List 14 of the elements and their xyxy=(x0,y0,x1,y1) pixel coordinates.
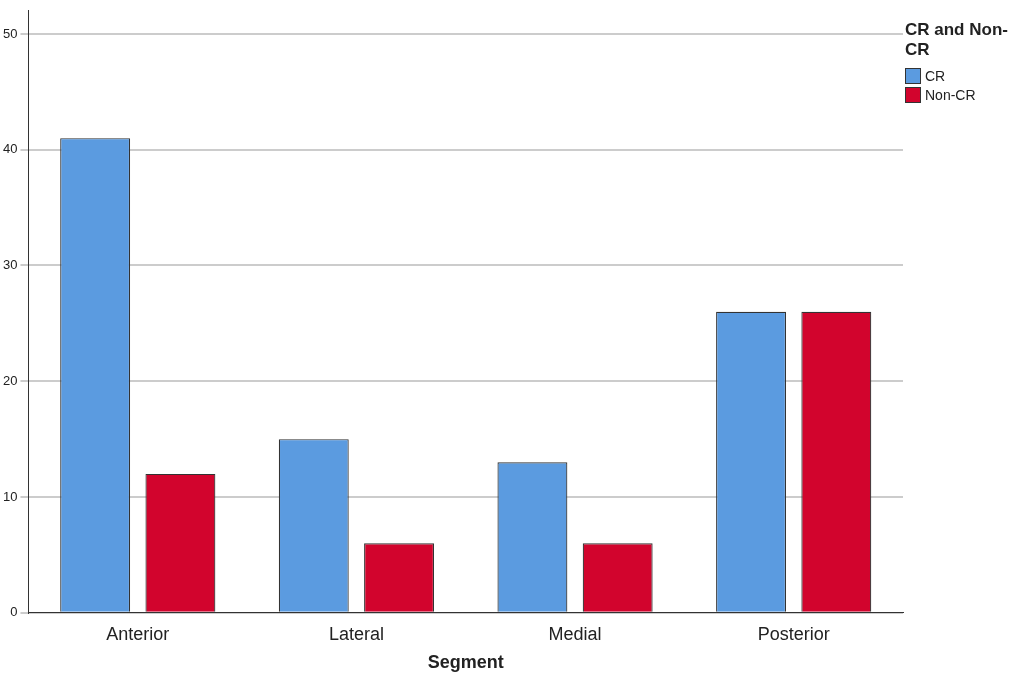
y-tick-label: 0 xyxy=(10,604,18,620)
x-tick-label: Lateral xyxy=(328,623,384,644)
legend-label: CR xyxy=(925,68,946,84)
y-tick-label: 20 xyxy=(2,372,18,388)
x-tick-label: Medial xyxy=(548,623,602,644)
legend-title: CR and Non-CR xyxy=(905,20,1009,60)
x-tick-label: Anterior xyxy=(106,623,170,644)
y-tick-label: 30 xyxy=(2,257,18,273)
legend-label: Non-CR xyxy=(925,87,976,103)
x-axis-title: Segment xyxy=(427,652,504,673)
y-tick-label: 50 xyxy=(2,25,18,41)
x-tick-label: Posterior xyxy=(757,623,830,644)
y-tick-label: 10 xyxy=(2,488,18,504)
y-tick-label: 40 xyxy=(2,141,18,157)
